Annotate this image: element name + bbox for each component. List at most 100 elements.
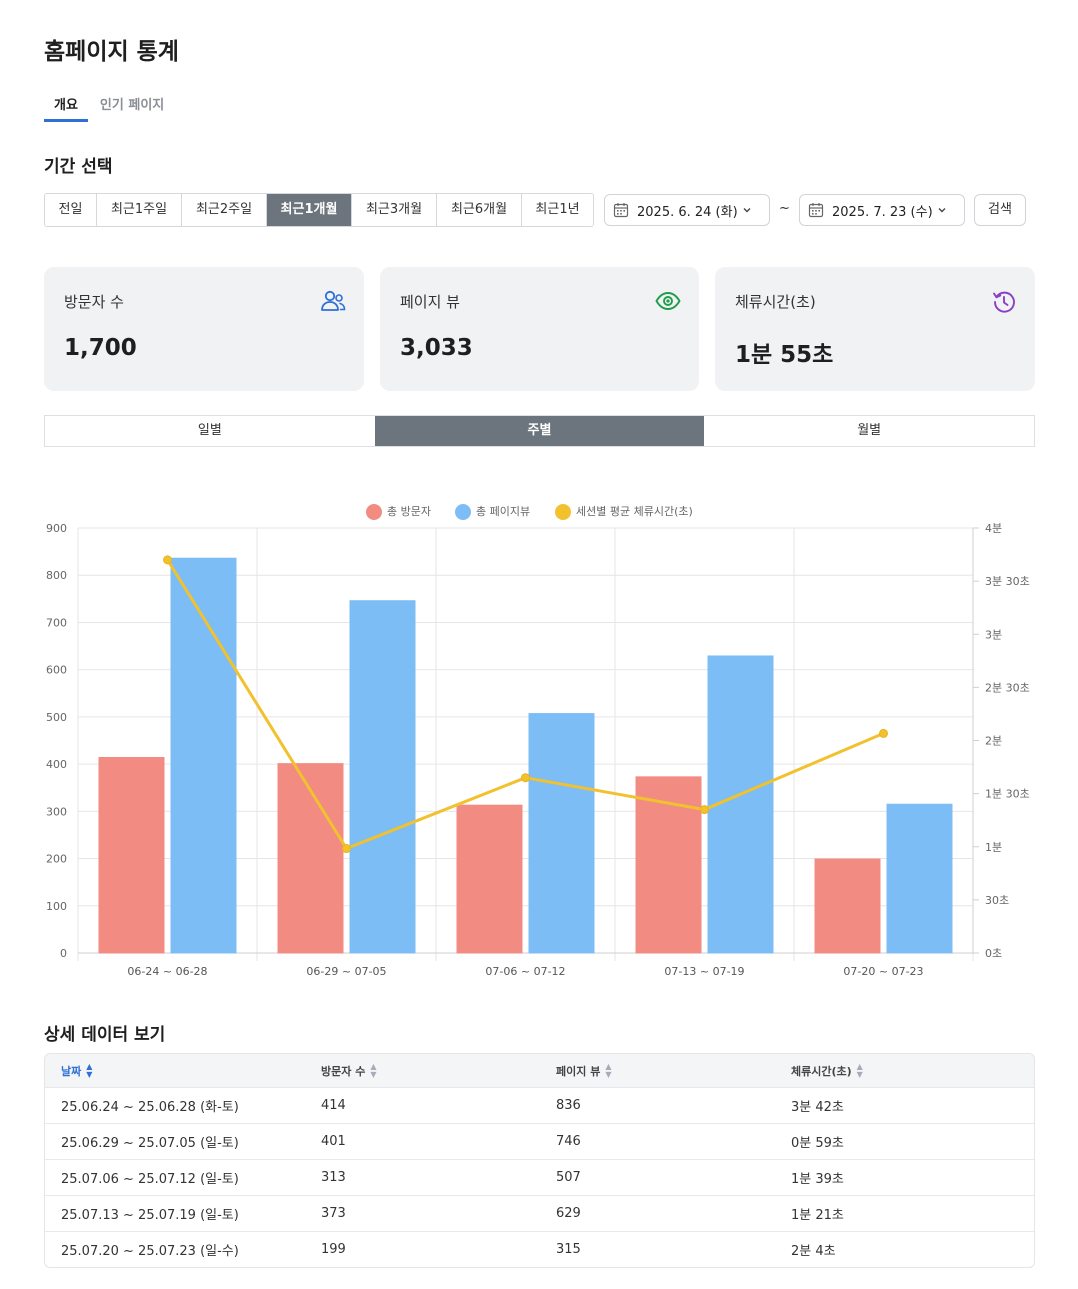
right-axis-tick-label: 30초 <box>985 894 1009 907</box>
dwell-column-header[interactable]: 체류시간(초) ▲ ▼ <box>791 1061 1031 1079</box>
legend-label: 총 페이지뷰 <box>476 505 530 518</box>
card-label: 방문자 수 <box>64 293 124 311</box>
view-monthly-button[interactable]: 월별 <box>704 416 1035 446</box>
data-point <box>521 773 530 783</box>
bar <box>98 757 165 954</box>
date-cell: 25.06.29 ~ 25.07.05 (일-토) <box>61 1136 239 1151</box>
period-1month-button[interactable]: 최근1개월 <box>267 194 352 226</box>
card-label: 체류시간(초) <box>735 293 816 311</box>
tab-overview[interactable]: 개요 <box>44 90 88 122</box>
date-separator: ~ <box>779 201 790 216</box>
right-axis-tick-label: 1분 30초 <box>985 788 1030 801</box>
date-cell: 25.07.06 ~ 25.07.12 (일-토) <box>61 1172 239 1187</box>
view-daily-button[interactable]: 일별 <box>45 416 375 446</box>
bar <box>170 557 237 954</box>
data-point <box>342 844 351 854</box>
visitors-cell: 199 <box>321 1242 346 1257</box>
period-section-title: 기간 선택 <box>44 157 113 177</box>
card-value: 3,033 <box>400 335 473 361</box>
weekly-stats-chart: 900 800 700 600 500 400 300 200 100 0 4분 3분 30초 3분 2분… <box>46 504 1030 978</box>
x-axis-tick-label: 07-20 ~ 07-23 <box>843 965 923 978</box>
visitor-count-card: 방문자 수 1,700 <box>44 267 364 391</box>
right-axis-tick-label: 3분 <box>985 628 1002 641</box>
tab-popular-pages[interactable]: 인기 페이지 <box>99 98 165 113</box>
data-point <box>879 728 888 738</box>
detail-section-title: 상세 데이터 보기 <box>44 1025 166 1045</box>
chevron-down-icon <box>743 208 751 213</box>
table-row: 25.07.13 ~ 25.07.19 (일-토) 373 629 1분 21초 <box>45 1195 1034 1231</box>
history-icon <box>993 291 1015 313</box>
table-row: 25.06.24 ~ 25.06.28 (화-토) 414 836 3분 42초 <box>45 1087 1034 1123</box>
pageviews-cell: 507 <box>556 1170 581 1185</box>
visitors-column-header[interactable]: 방문자 수 ▲ ▼ <box>321 1062 556 1079</box>
pageviews-cell: 746 <box>556 1134 581 1149</box>
legend-swatch <box>455 504 471 520</box>
detail-table: 날짜 ▲ ▼ 방문자 수 ▲ ▼ 페이지 뷰 ▲ ▼ 체류시간(초) ▲ ▼ 25.06.24 … <box>44 1053 1035 1268</box>
right-axis-tick-label: 3분 30초 <box>985 575 1030 588</box>
date-cell: 25.06.24 ~ 25.06.28 (화-토) <box>61 1100 239 1115</box>
period-1year-button[interactable]: 최근1년 <box>522 194 593 226</box>
column-header-label: 체류시간(초) <box>791 1064 852 1078</box>
data-point <box>700 805 709 815</box>
bar <box>886 803 953 954</box>
table-row: 25.06.29 ~ 25.07.05 (일-토) 401 746 0분 59초 <box>45 1123 1034 1159</box>
bar <box>528 713 595 954</box>
legend-swatch <box>366 504 382 520</box>
x-axis-tick-label: 07-13 ~ 07-19 <box>664 965 744 978</box>
dwell-cell: 0분 59초 <box>791 1136 844 1151</box>
bar <box>456 804 523 954</box>
visitors-cell: 373 <box>321 1206 346 1221</box>
x-axis-tick-label: 06-29 ~ 07-05 <box>306 965 386 978</box>
table-header: 날짜 ▲ ▼ 방문자 수 ▲ ▼ 페이지 뷰 ▲ ▼ 체류시간(초) ▲ ▼ <box>45 1054 1034 1087</box>
pageviews-column-header[interactable]: 페이지 뷰 ▲ ▼ <box>556 1062 791 1079</box>
table-row: 25.07.20 ~ 25.07.23 (일-수) 199 315 2분 4초 <box>45 1231 1034 1267</box>
period-6month-button[interactable]: 최근6개월 <box>437 194 522 226</box>
bar <box>814 858 881 954</box>
end-date-value: 2025. 7. 23 (수) <box>832 204 933 220</box>
period-2week-button[interactable]: 최근2주일 <box>182 194 267 226</box>
page-view-card: 페이지 뷰 3,033 <box>380 267 699 391</box>
view-toggle: 일별 주별 월별 <box>44 415 1035 447</box>
left-axis-tick-label: 700 <box>46 616 67 629</box>
visitors-cell: 414 <box>321 1098 346 1113</box>
left-axis-tick-label: 400 <box>46 758 67 771</box>
sort-icon: ▲ ▼ <box>856 1061 863 1079</box>
pageviews-cell: 836 <box>556 1098 581 1113</box>
period-3month-button[interactable]: 최근3개월 <box>352 194 437 226</box>
right-axis-tick-label: 4분 <box>985 522 1002 535</box>
date-column-header[interactable]: 날짜 ▲ ▼ <box>45 1061 321 1079</box>
right-axis-tick-label: 1분 <box>985 841 1002 854</box>
left-axis-tick-label: 900 <box>46 522 67 535</box>
visitors-cell: 401 <box>321 1134 346 1149</box>
right-axis-tick-label: 0초 <box>985 947 1002 960</box>
start-date-picker[interactable]: 2025. 6. 24 (화) <box>604 194 770 226</box>
legend-label: 세션별 평균 체류시간(초) <box>576 505 693 518</box>
left-axis-tick-label: 800 <box>46 569 67 582</box>
page-title: 홈페이지 통계 <box>44 39 179 65</box>
start-date-value: 2025. 6. 24 (화) <box>637 204 738 220</box>
chevron-down-icon <box>938 208 946 213</box>
dwell-cell: 2분 4초 <box>791 1244 836 1259</box>
visitors-cell: 313 <box>321 1170 346 1185</box>
left-axis-tick-label: 300 <box>46 805 67 818</box>
table-row: 25.07.06 ~ 25.07.12 (일-토) 313 507 1분 39초 <box>45 1159 1034 1195</box>
view-weekly-button[interactable]: 주별 <box>374 416 705 446</box>
sort-icon: ▲ ▼ <box>86 1061 93 1079</box>
right-axis-tick-label: 2분 30초 <box>985 681 1030 694</box>
left-axis-tick-label: 600 <box>46 664 67 677</box>
right-axis-tick-label: 2분 <box>985 735 1002 748</box>
left-axis-tick-label: 0 <box>60 947 67 960</box>
period-yesterday-button[interactable]: 전일 <box>45 194 97 226</box>
bar <box>349 600 416 954</box>
pageviews-cell: 315 <box>556 1242 581 1257</box>
date-cell: 25.07.13 ~ 25.07.19 (일-토) <box>61 1208 239 1223</box>
pageviews-cell: 629 <box>556 1206 581 1221</box>
end-date-picker[interactable]: 2025. 7. 23 (수) <box>799 194 965 226</box>
calendar-icon <box>808 203 824 218</box>
users-icon <box>321 290 346 311</box>
period-1week-button[interactable]: 최근1주일 <box>97 194 182 226</box>
card-value: 1분 55초 <box>735 342 834 368</box>
search-button[interactable]: 검색 <box>974 194 1026 226</box>
dwell-cell: 1분 39초 <box>791 1172 844 1187</box>
calendar-icon <box>613 203 629 218</box>
